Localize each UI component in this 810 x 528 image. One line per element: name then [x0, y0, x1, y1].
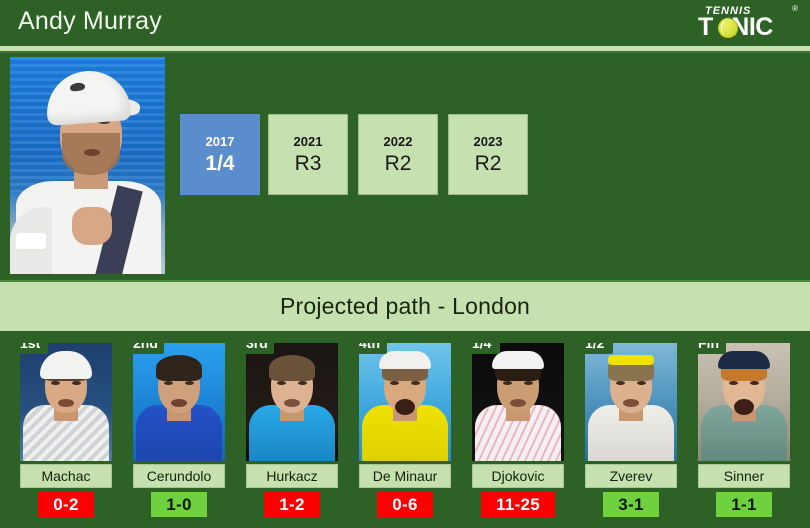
projected-path-title: Projected path - London: [279, 293, 531, 319]
round-label: 1/4: [472, 343, 500, 354]
opponent-card-semifinal[interactable]: 1/2 Zverev 3-1: [585, 343, 677, 517]
header-divider-shadow: [0, 51, 810, 53]
head-to-head-score: 1-0: [151, 492, 207, 517]
opponent-name: Cerundolo: [133, 464, 225, 488]
opponent-photo: 3rd: [246, 343, 338, 461]
opponent-name: Hurkacz: [246, 464, 338, 488]
head-to-head-score: 11-25: [481, 492, 555, 517]
opponent-card-quarterfinal[interactable]: 1/4 Djokovic 11-25: [472, 343, 564, 517]
history-result: R2: [474, 151, 502, 175]
opponent-photo-art: [698, 343, 790, 461]
history-box-2022[interactable]: 2022 R2: [358, 114, 438, 195]
opponent-photo: 1/2: [585, 343, 677, 461]
opponent-card-2nd[interactable]: 2nd Cerundolo 1-0: [133, 343, 225, 517]
round-label: Fin: [698, 343, 726, 354]
opponent-card-1st[interactable]: 1st Machac 0-2: [20, 343, 112, 517]
round-label: 4th: [359, 343, 387, 354]
tennis-tonic-logo[interactable]: TENNIS ® TONIC: [696, 4, 800, 42]
round-label: 1st: [20, 343, 48, 354]
opponent-name: De Minaur: [359, 464, 451, 488]
round-label: 1/2: [585, 343, 613, 354]
tennis-ball-icon: [718, 18, 738, 38]
logo-letter-t: T: [698, 13, 713, 41]
opponent-photo: 4th: [359, 343, 451, 461]
history-result: 1/4: [205, 151, 235, 175]
logo-tennis-text: TENNIS: [705, 5, 752, 17]
opponent-photo-art: [133, 343, 225, 461]
head-to-head-score: 0-6: [377, 492, 433, 517]
opponent-card-final[interactable]: Fin Sinner 1-1: [698, 343, 790, 517]
history-year: 2017: [205, 133, 235, 149]
registered-mark-icon: ®: [792, 4, 798, 13]
opponent-photo-art: [246, 343, 338, 461]
opponent-photo-art: [585, 343, 677, 461]
hero-photo-art: [10, 57, 165, 274]
page-title: Andy Murray: [18, 7, 162, 35]
opponent-card-3rd[interactable]: 3rd Hurkacz 1-2: [246, 343, 338, 517]
opponent-name: Zverev: [585, 464, 677, 488]
logo-letters-nic: NIC: [731, 13, 773, 41]
player-hero-photo: [10, 57, 165, 274]
opponent-name: Machac: [20, 464, 112, 488]
projected-path-bar: Projected path - London: [0, 282, 810, 331]
page-header: Andy Murray TENNIS ® TONIC: [0, 0, 810, 46]
history-box-2023[interactable]: 2023 R2: [448, 114, 528, 195]
player-overview-panel: 2017 1/4 2021 R3 2022 R2 2023 R2: [0, 53, 810, 282]
history-year: 2021: [293, 133, 323, 149]
opponent-photo-art: [20, 343, 112, 461]
logo-tonic-text: TONIC: [698, 15, 773, 40]
opponent-card-4th[interactable]: 4th De Minaur 0-6: [359, 343, 451, 517]
path-bar-top-border: [0, 280, 810, 282]
projected-path-cards: 1st Machac 0-2 2nd Cerundolo 1-0: [0, 331, 810, 528]
head-to-head-score: 0-2: [38, 492, 94, 517]
head-to-head-score: 1-2: [264, 492, 320, 517]
head-to-head-score: 3-1: [603, 492, 659, 517]
opponent-photo: 2nd: [133, 343, 225, 461]
round-label: 3rd: [246, 343, 274, 354]
opponent-photo: Fin: [698, 343, 790, 461]
history-result: R3: [294, 151, 322, 175]
opponent-name: Djokovic: [472, 464, 564, 488]
head-to-head-score: 1-1: [716, 492, 772, 517]
opponent-name: Sinner: [698, 464, 790, 488]
opponent-photo-art: [359, 343, 451, 461]
history-year: 2023: [473, 133, 503, 149]
opponent-photo-art: [472, 343, 564, 461]
history-box-2021[interactable]: 2021 R3: [268, 114, 348, 195]
header-divider: [0, 46, 810, 51]
opponent-photo: 1/4: [472, 343, 564, 461]
history-result: R2: [384, 151, 412, 175]
round-label: 2nd: [133, 343, 164, 354]
history-year: 2022: [383, 133, 413, 149]
history-box-2017[interactable]: 2017 1/4: [180, 114, 260, 195]
opponent-photo: 1st: [20, 343, 112, 461]
